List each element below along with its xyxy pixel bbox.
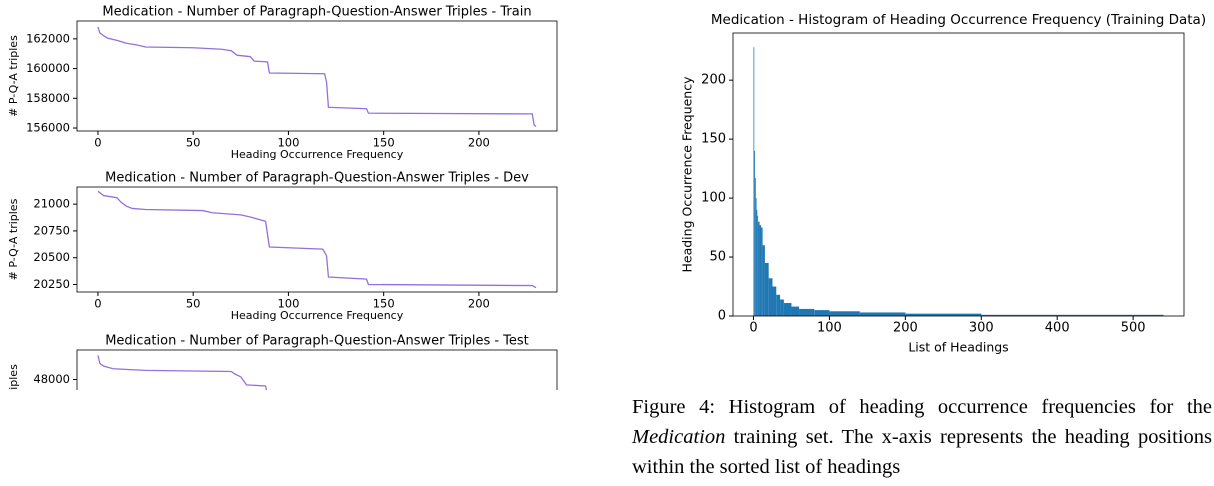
data-line [97,26,537,128]
y-axis-label: # P-Q-A triples [7,364,20,390]
plot-frame [76,186,558,293]
caption-text: Figure 4: Histogram of heading occurrenc… [632,396,1212,418]
hist-bar [755,198,757,316]
x-tick-label: 50 [186,136,201,150]
y-axis-label: Heading Occurrence Frequency [680,76,695,273]
hist-bar [764,262,769,316]
hist-bar [859,312,906,316]
caption: Figure 4: Histogram of heading occurrenc… [632,392,1212,482]
hist-bar [758,221,760,316]
x-axis-label: Heading Occurrence Frequency [231,309,404,322]
y-tick-label: 160000 [26,61,70,75]
hist-bar [829,311,860,316]
hist-bar [905,313,982,316]
x-tick-label: 500 [1121,321,1146,336]
y-tick-label: 150 [701,132,726,147]
x-tick-label: 200 [468,297,490,311]
y-tick-label: 21000 [33,197,70,211]
y-tick-label: 20750 [33,223,70,237]
figure: Medication - Number of Paragraph-Questio… [7,5,1206,390]
y-axis-label: # P-Q-A triples [7,198,20,280]
chart-title: Medication - Histogram of Heading Occurr… [711,12,1206,28]
y-tick-label: 156000 [26,121,70,135]
y-tick-label: 50 [709,250,726,265]
x-tick-label: 150 [373,136,395,150]
caption-italic: Medication [632,426,726,448]
hist-bar [754,150,756,316]
data-line [97,190,537,289]
x-axis-label: Heading Occurrence Frequency [231,148,404,161]
hist-bar [759,225,762,316]
hist-bar [753,47,755,317]
hist-bar [768,278,773,316]
y-tick-label: 200 [701,73,726,88]
hist-bar [791,306,800,316]
hist-bar [755,178,756,316]
y-tick-label: 162000 [26,31,70,45]
y-tick-label: 20250 [33,277,70,291]
x-tick-label: 100 [277,136,299,150]
y-tick-label: 158000 [26,91,70,105]
x-tick-label: 100 [817,321,842,336]
hist-bar [981,314,1164,316]
hist-bar [762,245,765,316]
x-tick-label: 0 [94,297,101,311]
plot-frame [76,349,558,390]
plot-frame [76,20,558,132]
hist-bar [772,286,777,316]
data-line [97,355,268,390]
hist-bar [814,310,830,316]
chart-title: Medication - Number of Paragraph-Questio… [105,334,529,349]
hist-bar [757,215,759,316]
x-tick-label: 150 [373,297,395,311]
y-tick-label: 20500 [33,250,70,264]
x-tick-label: 0 [94,136,101,150]
y-tick-label: 0 [718,309,726,324]
x-tick-label: 200 [468,136,490,150]
x-axis-label: List of Headings [908,340,1008,355]
hist-bar [756,209,758,316]
hist-bar [761,227,763,316]
hist-bar [776,294,781,316]
caption-text: training set. The x-axis represents the … [632,426,1212,478]
plot-frame [732,32,1185,317]
hist-bar [799,308,815,316]
x-tick-label: 200 [893,321,918,336]
y-tick-label: 100 [701,191,726,206]
chart-title: Medication - Number of Paragraph-Questio… [102,5,531,20]
x-tick-label: 50 [186,297,201,311]
x-tick-label: 100 [277,297,299,311]
y-tick-label: 48000 [33,372,70,386]
hist-bar [780,299,784,316]
hist-bar [783,303,792,316]
y-axis-label: # P-Q-A triples [7,35,20,117]
x-tick-label: 0 [749,321,757,336]
chart-title: Medication - Number of Paragraph-Questio… [105,171,529,186]
x-tick-label: 400 [1045,321,1070,336]
x-tick-label: 300 [969,321,994,336]
